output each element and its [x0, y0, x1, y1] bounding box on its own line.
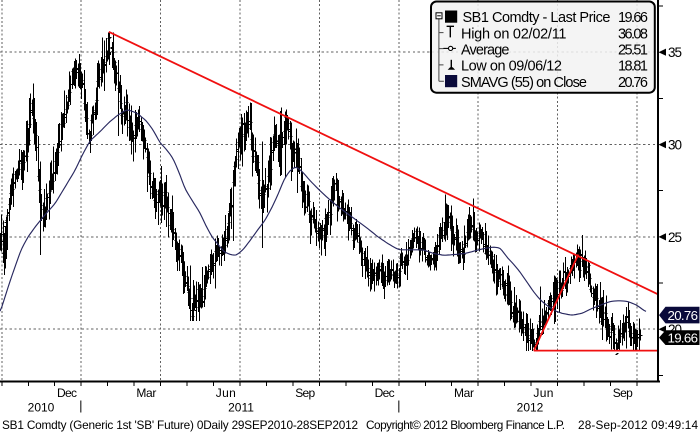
svg-text:20.76: 20.76	[668, 308, 699, 323]
svg-text:30: 30	[668, 138, 682, 153]
svg-text:2012: 2012	[517, 400, 544, 414]
svg-text:Sep: Sep	[295, 386, 315, 400]
svg-text:Low on 09/06/12: Low on 09/06/12	[461, 59, 562, 75]
svg-text:19.66: 19.66	[618, 10, 648, 26]
svg-text:Dec: Dec	[375, 386, 395, 400]
svg-text:High on 02/02/11: High on 02/02/11	[461, 26, 567, 42]
svg-text:35: 35	[668, 45, 682, 60]
svg-text:18.81: 18.81	[618, 59, 648, 75]
svg-text:20.76: 20.76	[618, 75, 648, 91]
svg-text:Sep: Sep	[613, 386, 633, 400]
svg-text:Mar: Mar	[136, 386, 156, 400]
svg-text:Average: Average	[461, 42, 510, 58]
svg-text:2011: 2011	[228, 400, 254, 414]
svg-text:25: 25	[668, 230, 682, 245]
svg-text:Jun: Jun	[216, 386, 236, 400]
svg-text:SB1 Comdty - Last Price: SB1 Comdty - Last Price	[463, 10, 611, 26]
svg-text:25.51: 25.51	[618, 42, 648, 58]
svg-text:28-Sep-2012 09:49:14: 28-Sep-2012 09:49:14	[578, 418, 698, 432]
svg-text:2010: 2010	[28, 400, 55, 414]
svg-text:Copyright© 2012 Bloomberg Fina: Copyright© 2012 Bloomberg Finance L.P.	[366, 418, 565, 432]
svg-text:SMAVG (55) on Close: SMAVG (55) on Close	[461, 75, 587, 91]
svg-text:Dec: Dec	[57, 386, 77, 400]
svg-text:Mar: Mar	[454, 386, 474, 400]
svg-text:36.08: 36.08	[618, 26, 648, 42]
svg-text:19.66: 19.66	[668, 330, 699, 345]
svg-text:SB1 Comdty (Generic 1st 'SB' F: SB1 Comdty (Generic 1st 'SB' Future) 0Da…	[2, 418, 358, 432]
svg-text:Jun: Jun	[533, 386, 553, 400]
